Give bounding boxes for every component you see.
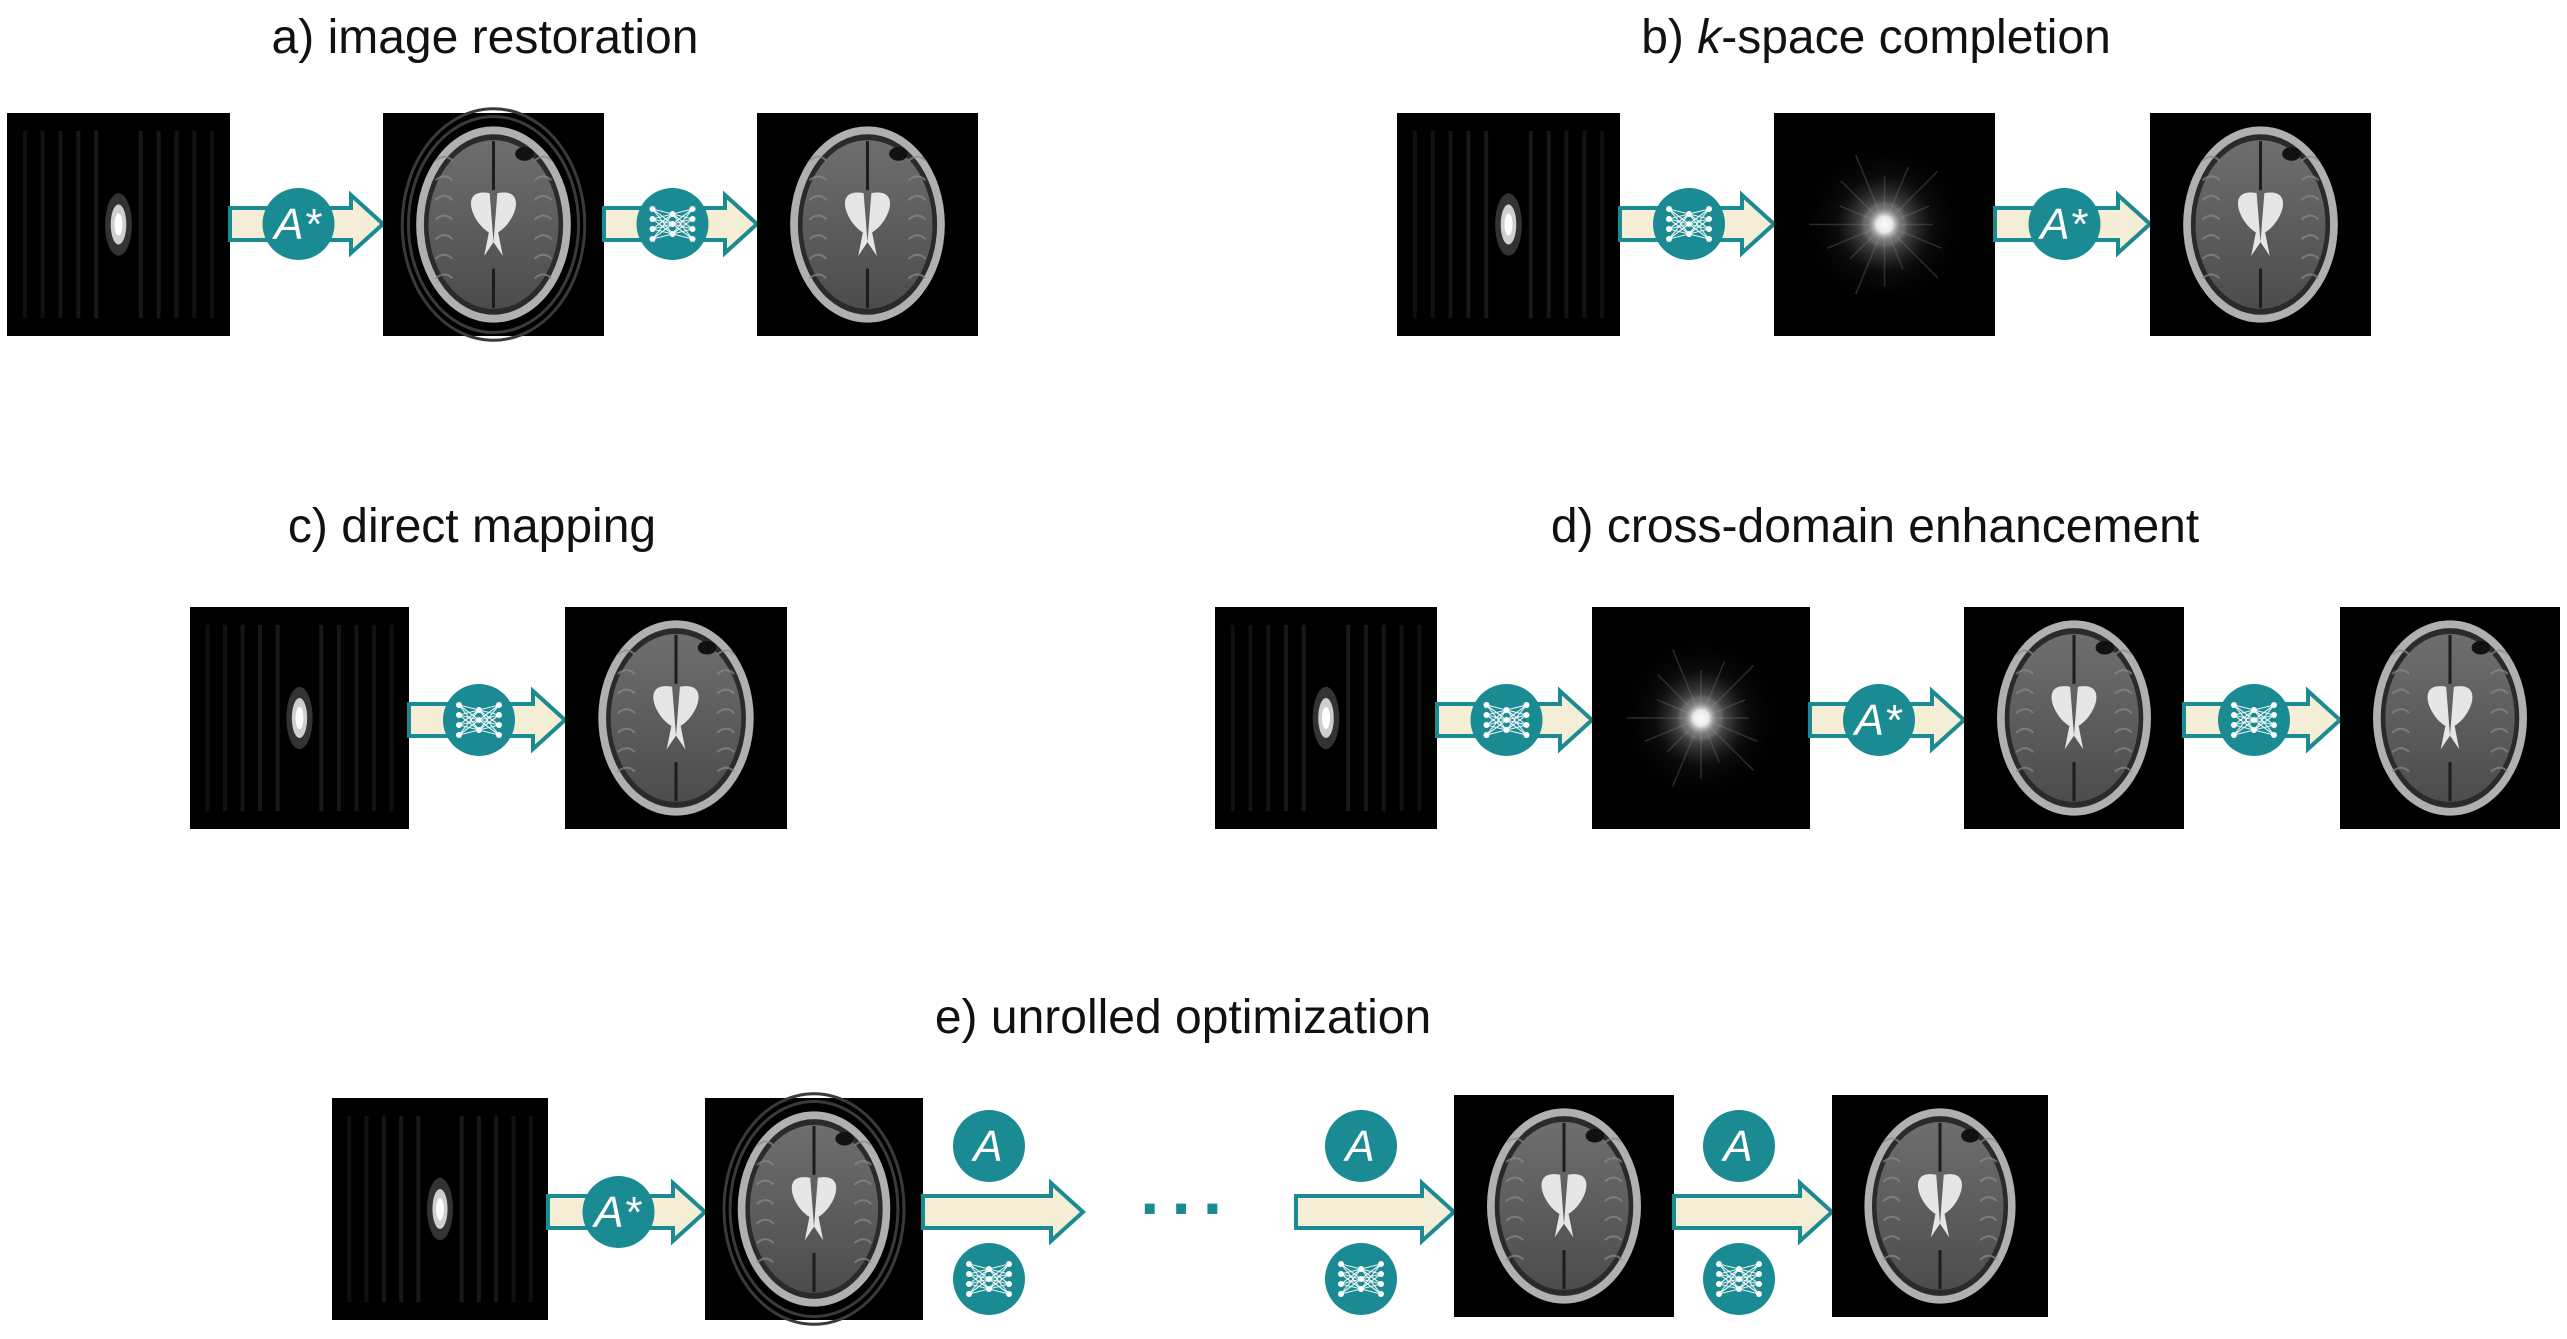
panel-d-label: d) <box>1550 500 1594 553</box>
panel-e-iteration-1-arrow <box>921 1178 1086 1246</box>
panel-d-title-text: cross-domain enhancement <box>1606 500 2200 553</box>
panel-e-iteration-n-minus-1-arrow <box>1294 1178 1457 1246</box>
panel-b-title-k: k <box>1697 11 1722 64</box>
panel-a-label: a) <box>271 11 315 64</box>
panel-b-step-1-network-operator <box>1653 188 1725 260</box>
panel-e-iteration-n-network-operator <box>1703 1243 1775 1315</box>
panel-c-undersampled-kspace <box>190 607 409 829</box>
panel-b-title: b) k-space completion <box>1641 14 2111 62</box>
panel-e-iteration-1-forward-operator: A <box>953 1110 1025 1182</box>
panel-b-step-2-adjoint-operator-text: A* <box>2037 200 2088 249</box>
panel-d-step-3-network-operator <box>2218 684 2290 756</box>
panel-a-zero-filled-image <box>383 107 604 342</box>
panel-b-completed-kspace <box>1774 113 1995 336</box>
panel-e-iteration-1-network-operator <box>953 1243 1025 1315</box>
panel-d-intermediate-image <box>1964 607 2184 829</box>
panel-e-title: e) unrolled optimization <box>935 994 1431 1042</box>
panel-a-title: a) image restoration <box>272 14 699 62</box>
panel-e-iteration-n-minus-1-network-operator <box>1325 1243 1397 1315</box>
panel-e-step-1-adjoint-operator: A* <box>582 1176 655 1248</box>
panel-e-title-text: unrolled optimization <box>990 991 1432 1044</box>
panel-e-reconstructed-image <box>1832 1095 2048 1317</box>
panel-a-step-1-adjoint-operator-text: A* <box>271 200 322 249</box>
panel-d-reconstructed-image <box>2340 607 2560 829</box>
panel-b-step-2-adjoint-operator: A* <box>2028 188 2101 260</box>
panel-d-step-1-network-operator <box>1470 684 1543 756</box>
panel-e-iteration-n-forward-operator: A <box>1703 1110 1775 1182</box>
unrolled-ellipsis: ··· <box>1140 1169 1234 1247</box>
panel-e-step-1-adjoint-operator-text: A* <box>591 1188 642 1237</box>
panel-c-title: c) direct mapping <box>288 503 656 551</box>
panel-c-reconstructed-image <box>565 607 787 829</box>
panel-e-undersampled-kspace <box>332 1098 548 1320</box>
panel-a-reconstructed-image <box>757 113 978 336</box>
panel-a-undersampled-kspace <box>7 113 230 336</box>
panel-d-step-2-adjoint-operator: A* <box>1843 684 1915 756</box>
panel-e-iteration-n-forward-operator-text: A <box>1720 1122 1752 1171</box>
panel-e-label: e) <box>934 991 978 1044</box>
panel-c-title-text: direct mapping <box>341 500 657 553</box>
panel-a-title-text: image restoration <box>327 11 699 64</box>
panel-c-label: c) <box>287 500 328 553</box>
panel-e-iteration-n-arrow <box>1672 1178 1835 1246</box>
panel-d-undersampled-kspace <box>1215 607 1437 829</box>
panel-e-intermediate-image <box>1454 1095 1674 1317</box>
panel-c-step-1-network-operator <box>443 684 515 756</box>
panel-d-completed-kspace <box>1592 607 1810 829</box>
panel-e-zero-filled-image <box>705 1092 923 1326</box>
panel-a-step-1-adjoint-operator: A* <box>262 188 335 260</box>
panel-b-label: b) <box>1641 11 1684 64</box>
panel-e-iteration-n-minus-1-forward-operator-text: A <box>1342 1122 1374 1171</box>
panel-d-step-2-adjoint-operator-text: A* <box>1852 696 1903 745</box>
panel-b-undersampled-kspace <box>1397 113 1620 336</box>
panel-e-iteration-1-forward-operator-text: A <box>970 1122 1002 1171</box>
panel-d-title: d) cross-domain enhancement <box>1551 503 2199 551</box>
panel-b-reconstructed-image <box>2150 113 2371 336</box>
panel-b-title-text: -space completion <box>1721 11 2111 64</box>
panel-a-step-2-network-operator <box>636 188 709 260</box>
panel-e-iteration-n-minus-1-forward-operator: A <box>1325 1110 1397 1182</box>
